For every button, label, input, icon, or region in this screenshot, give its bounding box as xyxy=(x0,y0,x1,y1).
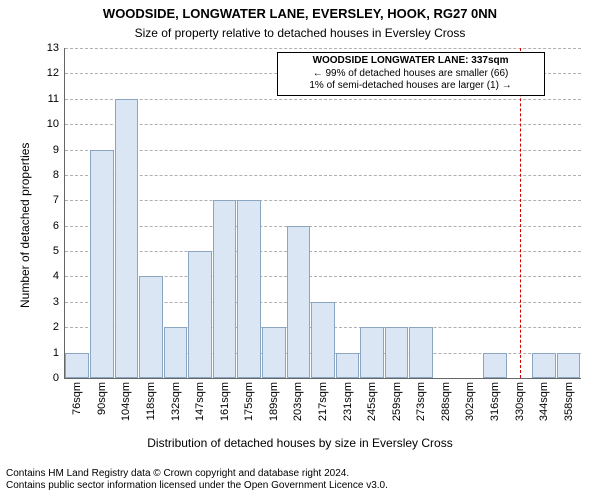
histogram-bar xyxy=(385,327,409,378)
histogram-bar xyxy=(483,353,507,378)
annotation-line1: ← 99% of detached houses are smaller (66… xyxy=(284,68,538,81)
annotation-title: WOODSIDE LONGWATER LANE: 337sqm xyxy=(284,55,538,68)
y-tick-label: 1 xyxy=(53,347,59,359)
histogram-bar xyxy=(287,226,311,378)
plot-area: 01234567891011121376sqm90sqm104sqm118sqm… xyxy=(64,48,581,379)
histogram-bar xyxy=(311,302,335,378)
histogram-bar xyxy=(532,353,556,378)
y-tick-label: 12 xyxy=(47,67,59,79)
gridline xyxy=(65,124,581,125)
chart-title-line2: Size of property relative to detached ho… xyxy=(0,26,600,40)
x-tick-label: 288sqm xyxy=(440,382,452,421)
gridline xyxy=(65,48,581,49)
x-tick-label: 90sqm xyxy=(96,382,108,415)
x-tick-label: 104sqm xyxy=(120,382,132,421)
x-tick-label: 358sqm xyxy=(563,382,575,421)
y-tick-label: 4 xyxy=(53,270,59,282)
histogram-bar xyxy=(164,327,188,378)
y-tick-label: 7 xyxy=(53,194,59,206)
x-tick-label: 76sqm xyxy=(71,382,83,415)
x-tick-label: 132sqm xyxy=(170,382,182,421)
x-tick-label: 259sqm xyxy=(391,382,403,421)
y-tick-label: 11 xyxy=(48,93,59,105)
reference-line xyxy=(520,48,521,378)
x-tick-label: 330sqm xyxy=(514,382,526,421)
histogram-bar xyxy=(237,200,261,378)
gridline xyxy=(65,150,581,151)
histogram-bar xyxy=(262,327,286,378)
histogram-bar xyxy=(188,251,212,378)
y-tick-label: 10 xyxy=(47,118,59,130)
histogram-bar xyxy=(360,327,384,378)
gridline xyxy=(65,99,581,100)
x-tick-label: 147sqm xyxy=(194,382,206,421)
attribution-line1: Contains HM Land Registry data © Crown c… xyxy=(6,468,600,480)
y-tick-label: 6 xyxy=(53,220,59,232)
attribution-line2: Contains public sector information licen… xyxy=(6,480,600,492)
histogram-bar xyxy=(336,353,360,378)
gridline xyxy=(65,226,581,227)
attribution-text: Contains HM Land Registry data © Crown c… xyxy=(0,468,600,492)
x-tick-label: 217sqm xyxy=(317,382,329,421)
y-tick-label: 8 xyxy=(53,169,59,181)
gridline xyxy=(65,251,581,252)
histogram-bar xyxy=(65,353,89,378)
x-tick-label: 344sqm xyxy=(538,382,550,421)
x-tick-label: 231sqm xyxy=(342,382,354,421)
y-tick-label: 5 xyxy=(53,245,59,257)
histogram-bar xyxy=(90,150,114,378)
histogram-bar xyxy=(409,327,433,378)
annotation-line2: 1% of semi-detached houses are larger (1… xyxy=(284,80,538,93)
x-tick-label: 175sqm xyxy=(243,382,255,421)
x-tick-label: 245sqm xyxy=(366,382,378,421)
x-tick-label: 316sqm xyxy=(489,382,501,421)
gridline xyxy=(65,200,581,201)
histogram-bar xyxy=(557,353,581,378)
chart-title-line1: WOODSIDE, LONGWATER LANE, EVERSLEY, HOOK… xyxy=(0,6,600,21)
x-tick-label: 302sqm xyxy=(464,382,476,421)
gridline xyxy=(65,175,581,176)
x-tick-label: 203sqm xyxy=(292,382,304,421)
histogram-bar xyxy=(115,99,139,378)
x-tick-label: 161sqm xyxy=(219,382,231,421)
histogram-bar xyxy=(139,276,163,378)
histogram-bar xyxy=(213,200,237,378)
y-tick-label: 3 xyxy=(53,296,59,308)
x-tick-label: 273sqm xyxy=(415,382,427,421)
y-tick-label: 0 xyxy=(53,372,59,384)
annotation-box: WOODSIDE LONGWATER LANE: 337sqm← 99% of … xyxy=(277,52,545,96)
x-tick-label: 118sqm xyxy=(145,382,157,420)
y-tick-label: 9 xyxy=(53,144,59,156)
x-axis-label: Distribution of detached houses by size … xyxy=(0,436,600,450)
x-tick-label: 189sqm xyxy=(268,382,280,421)
y-tick-label: 13 xyxy=(47,42,59,54)
y-axis-label: Number of detached properties xyxy=(18,143,32,308)
y-tick-label: 2 xyxy=(53,321,59,333)
